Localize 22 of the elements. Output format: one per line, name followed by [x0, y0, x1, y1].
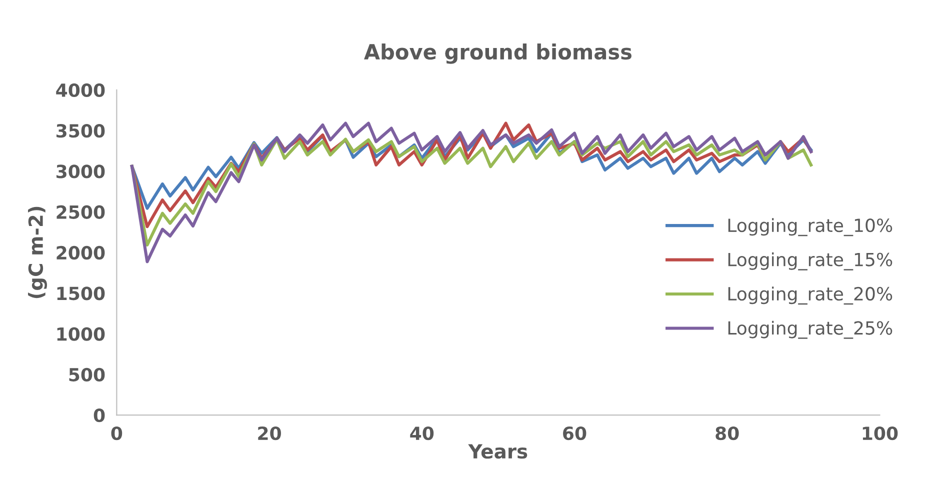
y-tick-label: 500 [69, 368, 105, 382]
x-tick-label: 40 [410, 426, 434, 440]
x-tick-label: 0 [111, 426, 122, 440]
y-tick-label: 1500 [57, 286, 105, 300]
y-tick-label: 1000 [57, 327, 105, 341]
y-tick-label: 3000 [56, 164, 105, 178]
legend-label: Logging_rate_20% [728, 286, 892, 305]
legend-label: Logging_rate_10% [728, 218, 892, 236]
x-tick-label: 60 [563, 426, 586, 440]
legend-label: Logging_rate_15% [728, 252, 892, 270]
x-tick-label: 100 [862, 426, 898, 440]
y-tick-label: 0 [94, 408, 105, 422]
y-tick-label: 2000 [56, 246, 105, 260]
x-axis-title: Years [468, 444, 528, 459]
y-tick-label: 2500 [56, 205, 105, 219]
x-tick-label: 20 [258, 426, 281, 440]
chart-title: Above ground biomass [364, 44, 632, 64]
y-axis-title: (gC m-2) [28, 206, 47, 298]
x-tick-label: 80 [716, 426, 739, 440]
y-tick-label: 4000 [56, 83, 105, 98]
y-tick-label: 3500 [56, 124, 105, 138]
legend-label: Logging_rate_25% [728, 320, 892, 339]
